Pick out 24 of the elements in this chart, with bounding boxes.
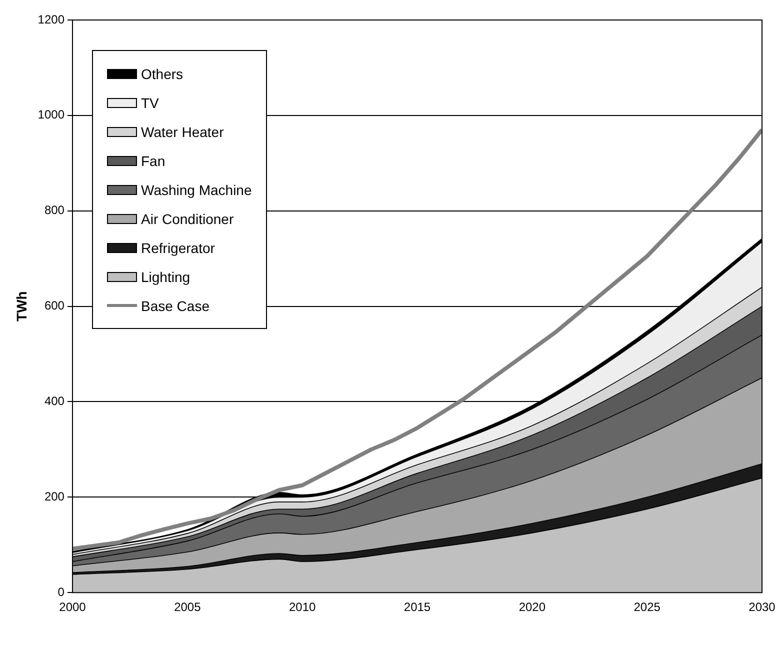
legend-label: Base Case [141,298,210,314]
y-tick-label: 1000 [38,108,65,122]
x-tick-label: 2020 [518,600,546,614]
y-tick-label: 0 [58,584,65,599]
legend-label: Washing Machine [141,182,252,198]
x-tick-label: 2000 [59,600,86,614]
legend-label: Fan [141,152,166,168]
legend-label: TV [141,94,159,110]
legend-label: Refrigerator [141,240,215,256]
legend-label: Water Heater [141,124,224,140]
y-tick-label: 400 [44,394,65,408]
y-tick-label: 800 [44,203,65,218]
y-tick-label: 1200 [38,12,65,26]
legend-label: Lighting [141,268,190,284]
y-tick-label: 600 [44,298,65,313]
y-tick-label: 200 [44,489,65,504]
y-axis-title: TWh [13,291,30,322]
x-tick-label: 2005 [174,600,202,614]
x-tick-label: 2010 [288,600,316,614]
legend-label: Air Conditioner [141,210,234,226]
x-tick-label: 2030 [748,600,776,614]
x-tick-label: 2015 [404,600,431,614]
legend-label: Others [141,66,184,82]
x-tick-label: 2025 [634,600,661,614]
